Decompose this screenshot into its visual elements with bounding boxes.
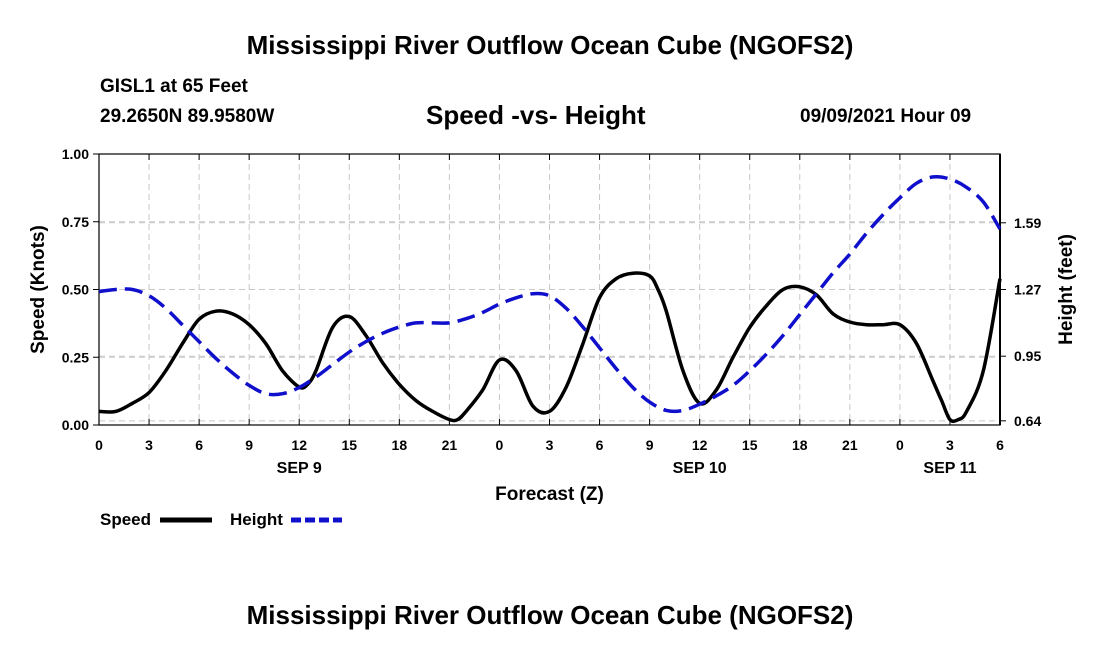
x-tick-label: 6 xyxy=(996,437,1004,453)
y-tick-label-left: 0.50 xyxy=(62,282,89,298)
x-tick-label: 12 xyxy=(692,437,708,453)
x-tick-label: 18 xyxy=(392,437,408,453)
x-tick-label: 21 xyxy=(442,437,458,453)
x-tick-label: 18 xyxy=(792,437,808,453)
x-tick-label: 0 xyxy=(95,437,103,453)
y-tick-label-left: 0.00 xyxy=(62,417,89,433)
day-label: SEP 10 xyxy=(673,460,727,477)
day-label: SEP 11 xyxy=(923,460,976,477)
footer-title: Mississippi River Outflow Ocean Cube (NG… xyxy=(246,600,854,630)
chart-grid xyxy=(99,154,1000,425)
y-tick-label-right: 0.95 xyxy=(1014,348,1041,364)
x-tick-label: 15 xyxy=(742,437,758,453)
day-label: SEP 9 xyxy=(277,460,322,477)
x-axis-label: Forecast (Z) xyxy=(495,484,604,505)
station-coords: 29.2650N 89.9580W xyxy=(100,106,275,127)
y-tick-label-left: 1.00 xyxy=(62,146,89,162)
x-tick-label: 6 xyxy=(596,437,604,453)
main-title: Mississippi River Outflow Ocean Cube (NG… xyxy=(246,30,854,60)
y-tick-label-right: 1.27 xyxy=(1014,282,1041,298)
x-tick-label: 12 xyxy=(291,437,307,453)
x-tick-label: 21 xyxy=(842,437,858,453)
x-tick-label: 9 xyxy=(646,437,654,453)
height-series-line xyxy=(98,174,1002,414)
x-tick-label: 6 xyxy=(195,437,203,453)
x-tick-label: 9 xyxy=(245,437,253,453)
left-axis-label: Speed (Knots) xyxy=(28,225,49,354)
legend-height-label: Height xyxy=(230,510,283,529)
x-tick-label: 15 xyxy=(341,437,357,453)
right-axis-label: Height (feet) xyxy=(1056,234,1077,345)
y-tick-label-right: 1.59 xyxy=(1014,215,1041,231)
axis-ticks: 0 3 6 9 12 15 18 21 0 3 6 9 12 15 18 21 0 3 6 SEP 9 SEP 10 SE… xyxy=(62,146,1042,477)
speed-series-line xyxy=(98,271,1002,424)
x-tick-label: 3 xyxy=(145,437,153,453)
x-tick-label: 3 xyxy=(546,437,554,453)
x-tick-label: 0 xyxy=(896,437,904,453)
legend-speed-label: Speed xyxy=(100,510,151,529)
x-tick-label: 0 xyxy=(496,437,504,453)
y-tick-label-left: 0.75 xyxy=(62,214,89,230)
y-tick-label-left: 0.25 xyxy=(62,349,89,365)
forecast-datetime: 09/09/2021 Hour 09 xyxy=(800,106,972,127)
chart-title: Speed -vs- Height xyxy=(426,100,646,130)
x-tick-label: 3 xyxy=(946,437,954,453)
y-tick-label-right: 0.64 xyxy=(1014,413,1041,429)
chart-series xyxy=(98,174,1002,424)
station-label: GISL1 at 65 Feet xyxy=(100,76,248,97)
